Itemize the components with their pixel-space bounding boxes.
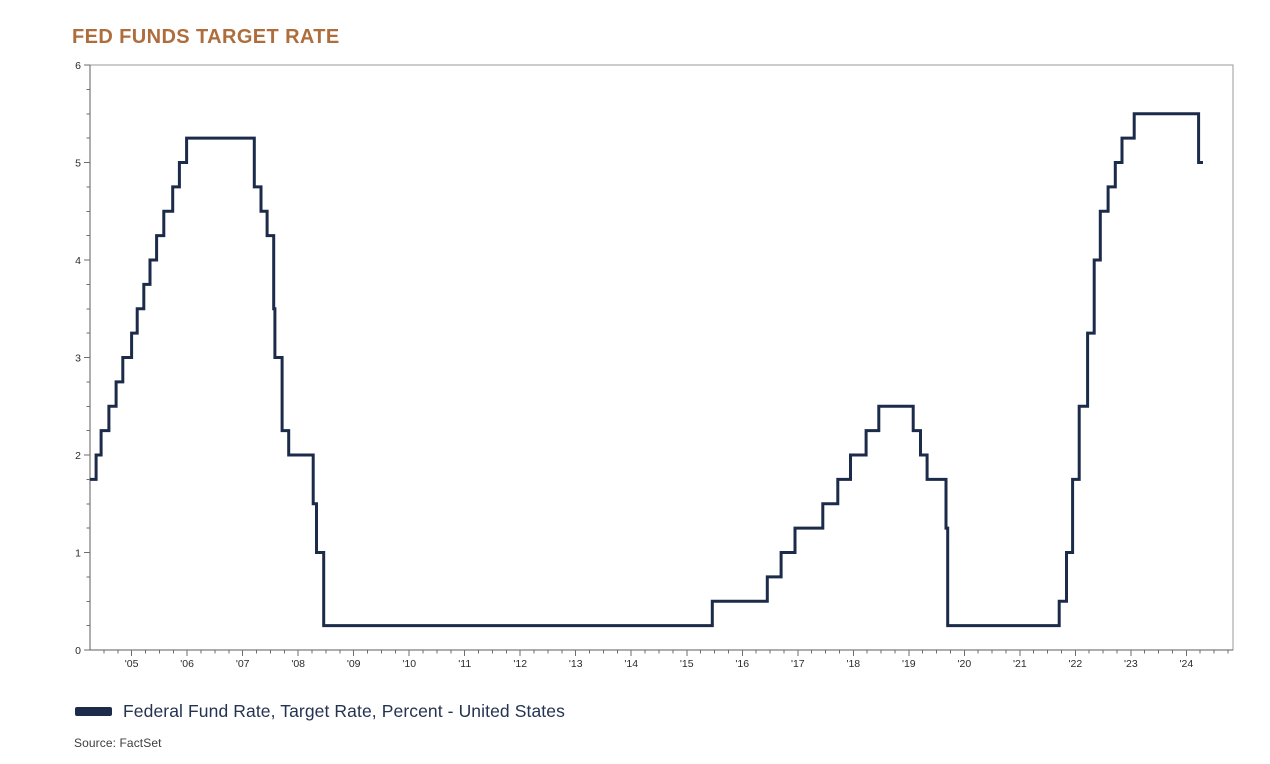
y-axis-ticks bbox=[84, 64, 90, 651]
y-axis-labels: 0 1 2 3 4 5 6 bbox=[75, 60, 81, 657]
x-axis-labels: '05 '06 '07 '08 '09 '10 '11 '12 '13 '14 '15 '16 '17 '… bbox=[125, 658, 1194, 670]
svg-text:'06: '06 bbox=[180, 658, 194, 670]
svg-text:'10: '10 bbox=[402, 658, 416, 670]
svg-text:5: 5 bbox=[75, 157, 81, 169]
chart-title: FED FUNDS TARGET RATE bbox=[72, 26, 340, 48]
legend-line-swatch-icon bbox=[75, 707, 112, 716]
svg-text:'16: '16 bbox=[735, 658, 749, 670]
svg-text:'20: '20 bbox=[957, 658, 971, 670]
series-path-fed-funds-rate bbox=[90, 112, 1203, 628]
source-note: Source: FactSet bbox=[74, 736, 162, 750]
svg-text:'15: '15 bbox=[680, 658, 694, 670]
svg-text:1: 1 bbox=[75, 547, 81, 559]
svg-text:'19: '19 bbox=[902, 658, 916, 670]
svg-text:'23: '23 bbox=[1124, 658, 1138, 670]
svg-text:2: 2 bbox=[75, 450, 81, 462]
svg-text:'21: '21 bbox=[1013, 658, 1027, 670]
svg-text:'09: '09 bbox=[347, 658, 361, 670]
legend-label: Federal Fund Rate, Target Rate, Percent … bbox=[123, 701, 565, 721]
x-axis-ticks bbox=[103, 650, 1229, 656]
svg-text:'05: '05 bbox=[125, 658, 139, 670]
svg-text:3: 3 bbox=[75, 352, 81, 364]
fed-funds-step-chart: 0 1 2 3 4 5 6 '05 '06 '07 '08 '09 '10 '11 '12 '13 '14 '15… bbox=[75, 60, 1234, 670]
svg-text:'13: '13 bbox=[569, 658, 583, 670]
svg-text:'07: '07 bbox=[236, 658, 250, 670]
legend: Federal Fund Rate, Target Rate, Percent … bbox=[75, 701, 565, 722]
svg-text:'17: '17 bbox=[791, 658, 805, 670]
svg-text:'18: '18 bbox=[846, 658, 860, 670]
svg-text:'24: '24 bbox=[1180, 658, 1194, 670]
plot-frame bbox=[89, 64, 1234, 651]
svg-text:'22: '22 bbox=[1069, 658, 1083, 670]
svg-text:4: 4 bbox=[75, 255, 81, 267]
svg-text:'08: '08 bbox=[291, 658, 305, 670]
svg-text:'11: '11 bbox=[458, 658, 471, 670]
svg-text:6: 6 bbox=[75, 60, 81, 72]
svg-text:'14: '14 bbox=[624, 658, 638, 670]
axes bbox=[89, 65, 1233, 651]
svg-text:0: 0 bbox=[75, 645, 81, 657]
svg-text:'12: '12 bbox=[513, 658, 527, 670]
chart-plot-area: 0 1 2 3 4 5 6 '05 '06 '07 '08 '09 '10 '11 '12 '13 '14 '15… bbox=[60, 55, 1245, 680]
